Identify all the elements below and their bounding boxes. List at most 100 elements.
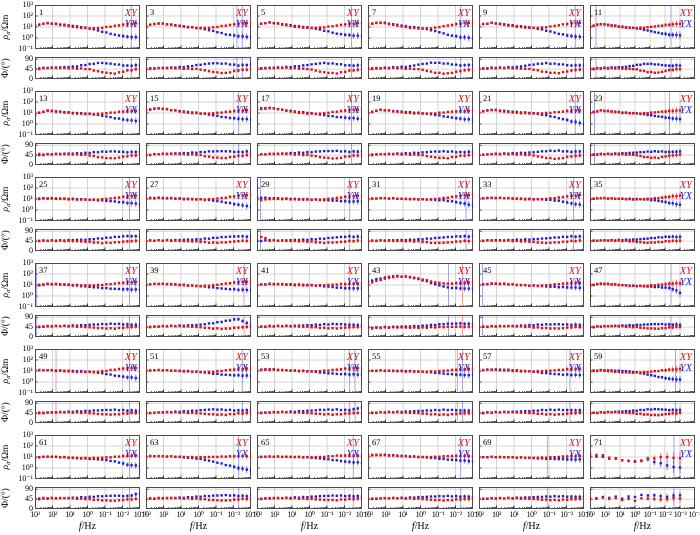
data-marker <box>285 197 288 201</box>
data-marker <box>339 199 343 203</box>
data-marker <box>138 153 140 156</box>
data-marker <box>260 199 263 202</box>
data-marker <box>429 198 433 201</box>
data-marker <box>528 153 531 157</box>
data-marker <box>675 239 678 243</box>
data-marker <box>216 156 219 159</box>
data-marker <box>570 109 573 113</box>
data-marker <box>92 26 95 30</box>
data-marker <box>113 150 116 153</box>
data-marker <box>434 61 437 65</box>
legend-xy-label: XY <box>457 94 471 105</box>
data-marker <box>471 204 473 207</box>
data-marker <box>603 153 606 156</box>
data-marker <box>639 150 642 154</box>
data-marker <box>574 239 577 243</box>
data-marker <box>442 72 445 75</box>
data-marker <box>675 235 678 239</box>
legend-xy-label: XY <box>235 180 249 191</box>
data-marker <box>429 241 433 245</box>
data-marker <box>421 27 424 30</box>
data-marker <box>323 29 326 32</box>
data-marker <box>675 64 678 67</box>
data-marker <box>138 109 140 112</box>
data-marker <box>375 197 378 200</box>
data-marker <box>289 110 292 113</box>
phase-plot <box>590 57 695 79</box>
data-marker <box>592 110 595 114</box>
data-marker <box>646 112 649 115</box>
data-marker <box>549 241 552 245</box>
data-marker <box>524 198 527 201</box>
data-marker <box>471 67 473 71</box>
data-marker <box>237 109 240 112</box>
data-marker <box>237 203 240 206</box>
data-marker <box>331 25 334 28</box>
data-marker <box>471 63 473 67</box>
data-marker <box>606 109 610 113</box>
data-marker <box>524 238 527 241</box>
data-marker <box>339 71 343 74</box>
data-marker <box>545 237 548 240</box>
data-marker <box>442 236 445 239</box>
data-marker <box>553 115 556 119</box>
data-marker <box>276 108 280 111</box>
data-marker <box>54 22 58 26</box>
data-marker <box>574 235 577 238</box>
data-marker <box>553 111 556 114</box>
data-marker <box>42 22 45 25</box>
data-marker <box>570 235 573 238</box>
data-marker <box>310 68 313 71</box>
data-marker <box>348 200 351 203</box>
phase-plot <box>590 143 695 165</box>
data-marker <box>186 238 190 241</box>
data-marker <box>126 155 129 158</box>
data-marker <box>122 195 125 198</box>
station-panel-37: 37 XY YX <box>35 263 140 337</box>
data-marker <box>237 69 240 72</box>
data-marker <box>339 63 343 66</box>
data-marker <box>161 22 164 25</box>
data-marker <box>617 25 620 29</box>
data-marker <box>498 239 502 242</box>
data-marker <box>653 30 656 34</box>
data-marker <box>245 239 248 243</box>
data-marker <box>657 115 660 118</box>
data-marker <box>610 66 613 70</box>
data-marker <box>224 150 227 153</box>
data-marker <box>174 197 177 201</box>
data-marker <box>203 155 206 158</box>
data-marker <box>425 237 428 240</box>
data-marker <box>557 196 560 199</box>
data-marker <box>524 111 527 115</box>
data-marker <box>471 153 473 156</box>
data-marker <box>561 240 565 243</box>
data-marker <box>216 111 219 114</box>
data-marker <box>199 240 202 244</box>
data-marker <box>486 109 489 112</box>
data-marker <box>170 23 173 26</box>
data-marker <box>561 33 565 36</box>
data-marker <box>603 196 606 200</box>
data-marker <box>566 235 569 239</box>
data-marker <box>621 239 624 243</box>
data-marker <box>245 150 248 153</box>
data-marker <box>664 23 667 27</box>
data-marker <box>149 197 152 200</box>
data-marker <box>574 109 577 112</box>
data-marker <box>566 195 569 198</box>
data-marker <box>310 151 313 154</box>
data-marker <box>233 235 236 238</box>
data-marker <box>646 241 649 245</box>
data-marker <box>614 110 617 114</box>
data-marker <box>122 150 125 154</box>
data-marker <box>650 236 653 240</box>
data-marker <box>404 152 407 156</box>
data-marker <box>425 198 428 201</box>
data-marker <box>323 237 326 240</box>
data-marker <box>566 150 569 153</box>
data-marker <box>482 67 485 70</box>
data-marker <box>249 67 251 71</box>
